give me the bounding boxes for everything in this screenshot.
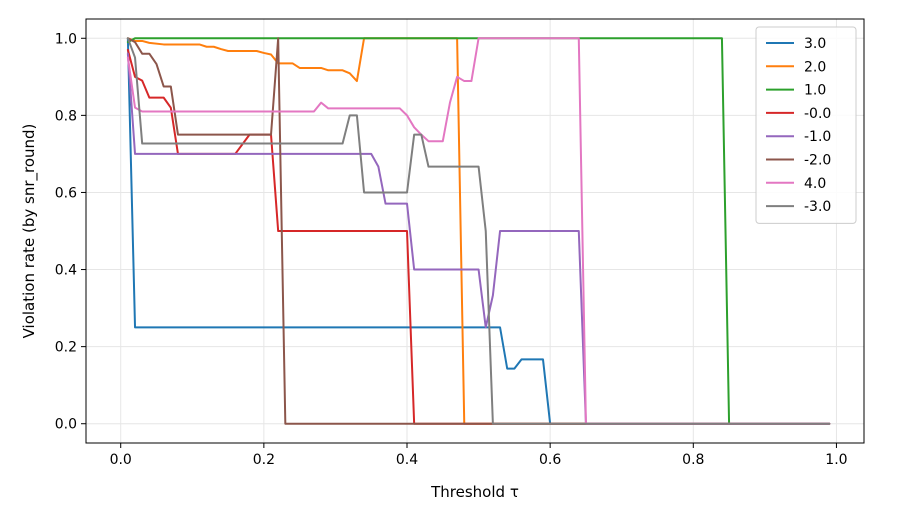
series-line--3.0 <box>126 37 831 425</box>
y-tick-label: 0.2 <box>55 340 77 356</box>
series-line--2.0 <box>126 37 831 425</box>
series-line-2.0 <box>126 37 831 425</box>
series-line-4.0 <box>126 37 831 425</box>
y-tick-label: 0.4 <box>55 263 77 279</box>
x-axis-label: Threshold τ <box>430 483 519 501</box>
legend-label: -1.0 <box>804 129 831 145</box>
y-tick-label: 0.8 <box>55 108 77 124</box>
series-lines <box>126 37 831 425</box>
x-tick-label: 1.0 <box>825 452 847 468</box>
grid <box>86 19 864 443</box>
legend-label: 1.0 <box>804 83 826 99</box>
y-tick-label: 0.0 <box>55 417 77 433</box>
legend: 3.0 2.0 1.0 -0.0 -1.0 -2.0 4.0 -3.0 <box>755 26 857 224</box>
legend-label: 2.0 <box>804 59 826 75</box>
y-tick-label: 1.0 <box>55 31 77 47</box>
axis-ticks: 0.0 0.2 0.4 0.6 0.8 1.0 0.0 0.2 0.4 0.6 0.8 1.0 <box>55 31 848 468</box>
legend-label: 3.0 <box>804 36 826 52</box>
x-tick-label: 0.8 <box>682 452 704 468</box>
y-tick-label: 0.6 <box>55 185 77 201</box>
y-axis-label: Violation rate (by snr_round) <box>20 124 39 339</box>
legend-label: -3.0 <box>804 199 831 215</box>
legend-label: -2.0 <box>804 153 831 169</box>
x-tick-label: 0.4 <box>396 452 418 468</box>
series-line-3.0 <box>126 37 831 425</box>
legend-label: 4.0 <box>804 176 826 192</box>
x-tick-label: 0.0 <box>110 452 132 468</box>
legend-label: -0.0 <box>804 106 831 122</box>
series-line--1.0 <box>126 52 831 425</box>
x-tick-label: 0.2 <box>253 452 275 468</box>
plot-frame <box>85 18 865 444</box>
series-line-1.0 <box>126 37 831 425</box>
legend-box <box>755 26 857 224</box>
x-tick-label: 0.6 <box>539 452 561 468</box>
